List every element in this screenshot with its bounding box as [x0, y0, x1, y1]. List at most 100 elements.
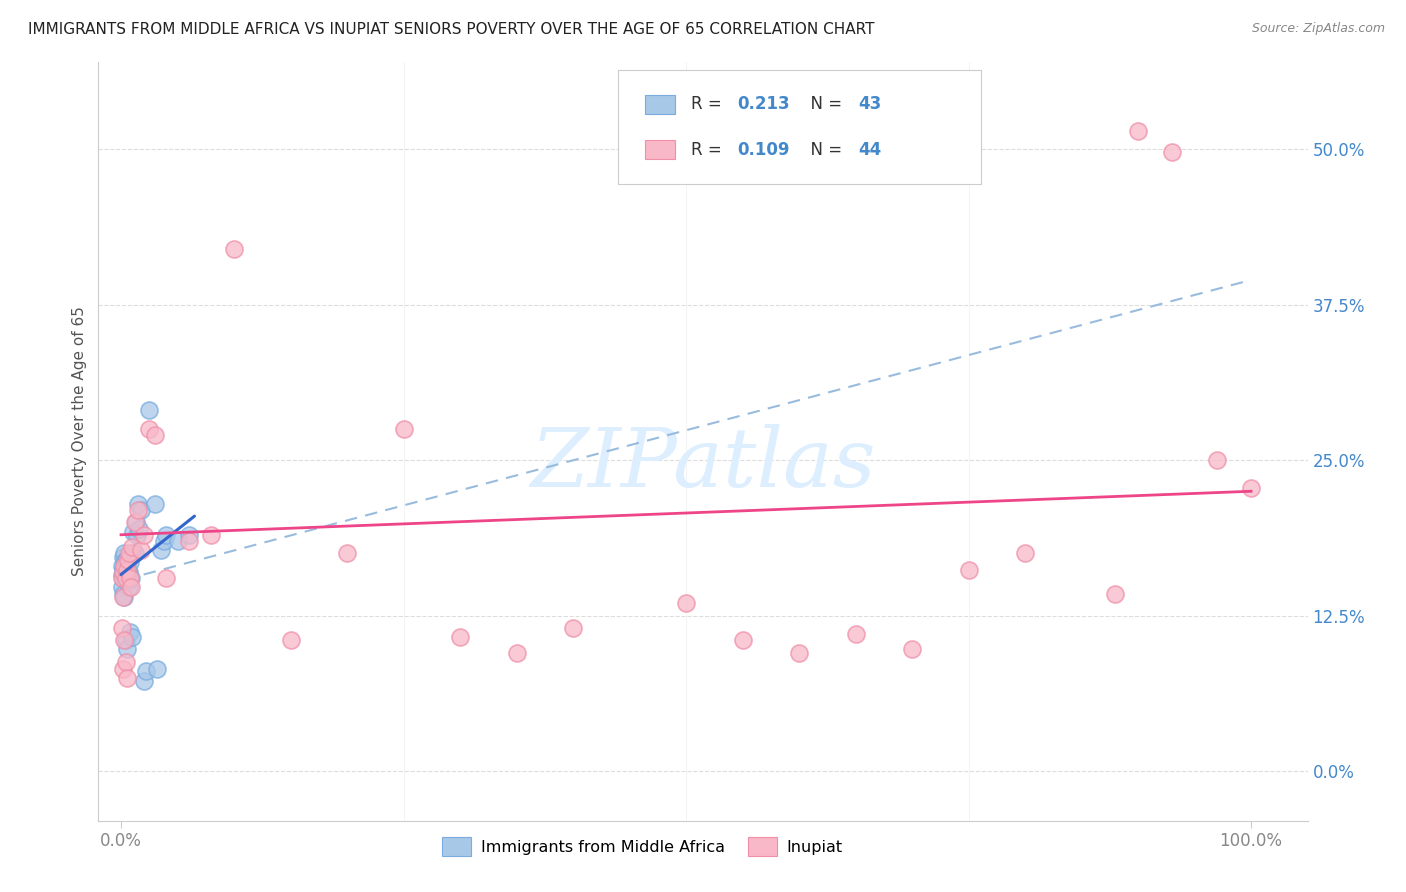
Point — [155, 528, 177, 542]
Point — [127, 503, 149, 517]
Point — [132, 528, 155, 542]
Point — [392, 422, 415, 436]
Point — [138, 422, 160, 436]
Point — [143, 428, 166, 442]
Point — [112, 633, 135, 648]
Point — [121, 540, 143, 554]
Point — [138, 403, 160, 417]
Point — [128, 522, 150, 536]
Point — [127, 497, 149, 511]
Point — [135, 665, 157, 679]
Text: 43: 43 — [858, 95, 882, 113]
Point — [112, 662, 135, 676]
Point — [112, 590, 135, 604]
Point — [957, 563, 980, 577]
Point — [124, 546, 146, 560]
Point — [112, 546, 135, 560]
Point — [787, 646, 810, 660]
Point — [120, 580, 142, 594]
Point — [121, 630, 143, 644]
Point — [146, 662, 169, 676]
Point — [1161, 145, 1184, 159]
Point — [111, 558, 134, 573]
Point — [200, 528, 222, 542]
Point — [112, 567, 135, 582]
Point — [1240, 481, 1263, 495]
Point — [901, 642, 924, 657]
Text: R =: R = — [690, 95, 727, 113]
Point — [336, 546, 359, 560]
Point — [112, 565, 135, 579]
Point — [115, 642, 138, 657]
Point — [118, 546, 141, 560]
Point — [115, 563, 138, 577]
Y-axis label: Seniors Poverty Over the Age of 65: Seniors Poverty Over the Age of 65 — [72, 307, 87, 576]
Point — [115, 567, 138, 582]
Point — [132, 674, 155, 689]
Point — [118, 565, 141, 579]
Point — [115, 555, 138, 569]
Point — [280, 633, 302, 648]
Point — [149, 542, 172, 557]
Point — [120, 624, 142, 639]
Point — [111, 580, 134, 594]
Text: ZIPatlas: ZIPatlas — [530, 425, 876, 504]
Point — [114, 563, 136, 577]
Text: N =: N = — [800, 95, 846, 113]
Point — [143, 497, 166, 511]
Point — [1126, 124, 1149, 138]
Point — [153, 533, 176, 548]
Point — [112, 587, 135, 601]
Text: R =: R = — [690, 141, 727, 159]
Point — [114, 571, 136, 585]
Text: 44: 44 — [858, 141, 882, 159]
Point — [117, 563, 139, 577]
Point — [120, 571, 142, 585]
Point — [114, 655, 136, 669]
Point — [505, 646, 527, 660]
Point — [121, 546, 143, 560]
FancyBboxPatch shape — [645, 140, 675, 159]
Point — [449, 630, 471, 644]
Point — [120, 571, 142, 585]
Point — [112, 563, 135, 577]
Point — [131, 503, 153, 517]
Point — [124, 516, 146, 530]
Point — [731, 633, 754, 648]
Legend: Immigrants from Middle Africa, Inupiat: Immigrants from Middle Africa, Inupiat — [436, 830, 849, 862]
Point — [111, 571, 134, 585]
Text: 0.213: 0.213 — [737, 95, 790, 113]
Point — [155, 571, 177, 585]
Point — [117, 552, 139, 566]
Text: IMMIGRANTS FROM MIDDLE AFRICA VS INUPIAT SENIORS POVERTY OVER THE AGE OF 65 CORR: IMMIGRANTS FROM MIDDLE AFRICA VS INUPIAT… — [28, 22, 875, 37]
Point — [112, 590, 135, 604]
Point — [845, 627, 868, 641]
Point — [115, 671, 138, 685]
Point — [222, 242, 245, 256]
Point — [112, 555, 135, 569]
Point — [562, 621, 585, 635]
Point — [112, 550, 135, 565]
Point — [114, 633, 136, 648]
Point — [111, 621, 134, 635]
Point — [177, 528, 200, 542]
Point — [125, 516, 148, 530]
Point — [111, 567, 134, 582]
Point — [131, 542, 153, 557]
Point — [1104, 587, 1126, 601]
Point — [1014, 546, 1036, 560]
Point — [166, 533, 188, 548]
Point — [675, 596, 697, 610]
Text: N =: N = — [800, 141, 846, 159]
Point — [112, 571, 135, 585]
Text: Source: ZipAtlas.com: Source: ZipAtlas.com — [1251, 22, 1385, 36]
Point — [1206, 453, 1229, 467]
Point — [120, 555, 142, 569]
Point — [112, 558, 135, 573]
FancyBboxPatch shape — [619, 70, 981, 184]
Point — [122, 525, 145, 540]
Point — [125, 528, 148, 542]
Point — [118, 580, 141, 594]
Text: 0.109: 0.109 — [737, 141, 789, 159]
FancyBboxPatch shape — [645, 95, 675, 113]
